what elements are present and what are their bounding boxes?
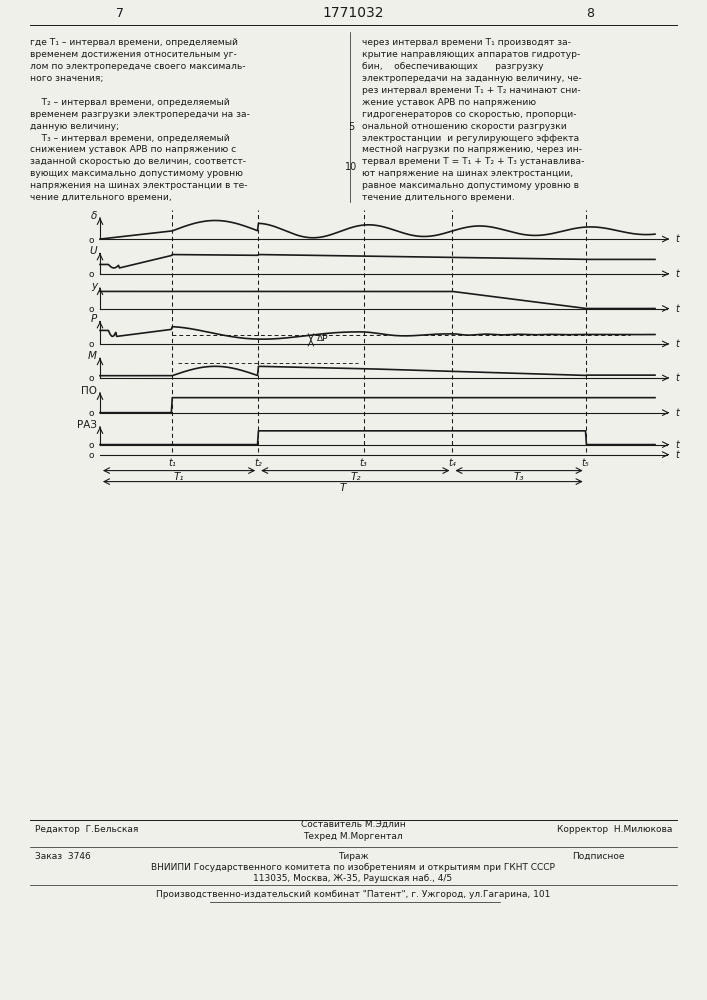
Text: t₄: t₄ [448,458,456,468]
Text: Составитель М.Эдлин: Составитель М.Эдлин [300,820,405,829]
Text: Техред М.Моргентал: Техред М.Моргентал [303,832,403,841]
Text: t: t [675,234,679,244]
Text: 1771032: 1771032 [322,6,384,20]
Text: t: t [675,450,679,460]
Text: T₃: T₃ [514,472,525,482]
Text: где Т₁ – интервал времени, определяемый
временем достижения относительным уг-
ло: где Т₁ – интервал времени, определяемый … [30,38,250,202]
Text: Редактор  Г.Бельская: Редактор Г.Бельская [35,825,139,834]
Text: T₂: T₂ [350,472,361,482]
Text: через интервал времени Т₁ производят за-
крытие направляющих аппаратов гидротур-: через интервал времени Т₁ производят за-… [362,38,585,202]
Text: t: t [675,440,679,450]
Text: o: o [88,305,94,314]
Text: Заказ  3746: Заказ 3746 [35,852,90,861]
Text: t₃: t₃ [360,458,368,468]
Text: ВНИИПИ Государственного комитета по изобретениям и открытиям при ГКНТ СССР: ВНИИПИ Государственного комитета по изоб… [151,863,555,872]
Text: 5: 5 [348,122,354,132]
Text: t: t [675,304,679,314]
Text: 8: 8 [586,7,594,20]
Text: T₁: T₁ [174,472,185,482]
Text: 10: 10 [345,162,357,172]
Text: t: t [675,269,679,279]
Text: 113035, Москва, Ж-35, Раушская наб., 4/5: 113035, Москва, Ж-35, Раушская наб., 4/5 [253,874,452,883]
Text: t: t [675,373,679,383]
Text: U: U [89,246,97,256]
Text: РАЗ: РАЗ [77,420,97,430]
Text: ΔP: ΔP [317,334,328,343]
Text: t: t [675,339,679,349]
Text: ПО: ПО [81,386,97,396]
Text: o: o [88,409,94,418]
Text: 7: 7 [116,7,124,20]
Text: T: T [339,483,346,493]
Text: P: P [90,314,97,324]
Text: o: o [88,374,94,383]
Text: o: o [88,441,94,450]
Text: t₅: t₅ [582,458,590,468]
Text: t₂: t₂ [255,458,262,468]
Text: o: o [88,340,94,349]
Text: Подписное: Подписное [573,852,625,861]
Text: o: o [88,236,94,245]
Text: Тираж: Тираж [338,852,368,861]
Text: Корректор  Н.Милюкова: Корректор Н.Милюкова [556,825,672,834]
Text: y: y [91,281,97,291]
Text: δ: δ [90,211,97,221]
Text: t₁: t₁ [168,458,176,468]
Text: o: o [88,270,94,279]
Text: M: M [88,351,97,361]
Text: t: t [675,408,679,418]
Text: Производственно-издательский комбинат "Патент", г. Ужгород, ул.Гагарина, 101: Производственно-издательский комбинат "П… [156,890,550,899]
Text: o: o [88,451,94,460]
